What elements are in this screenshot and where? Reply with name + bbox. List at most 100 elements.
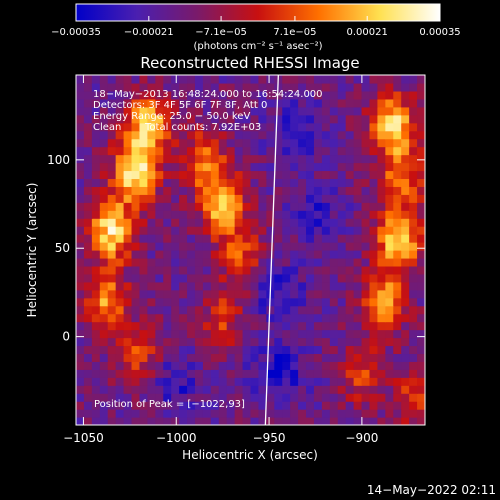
heatmap-pixel xyxy=(361,106,371,116)
heatmap-pixel xyxy=(313,313,323,323)
heatmap-pixel xyxy=(369,321,379,331)
heatmap-pixel xyxy=(409,170,418,180)
heatmap-pixel xyxy=(369,186,379,195)
heatmap-pixel xyxy=(226,122,236,132)
heatmap-pixel xyxy=(115,186,125,195)
heatmap-pixel xyxy=(226,281,236,291)
heatmap-pixel xyxy=(210,194,220,203)
heatmap-pixel xyxy=(107,226,117,235)
heatmap-pixel xyxy=(210,114,220,124)
heatmap-pixel xyxy=(250,273,260,283)
heatmap-pixel xyxy=(417,409,425,418)
heatmap-pixel xyxy=(242,202,252,211)
heatmap-pixel xyxy=(417,114,425,124)
heatmap-pixel xyxy=(115,170,125,180)
heatmap-pixel xyxy=(369,162,379,172)
heatmap-pixel xyxy=(115,98,125,108)
heatmap-pixel xyxy=(187,170,196,180)
heatmap-pixel xyxy=(274,257,283,267)
heatmap-pixel xyxy=(147,242,156,251)
heatmap-pixel xyxy=(218,297,228,307)
heatmap-pixel xyxy=(385,313,394,323)
heatmap-pixel xyxy=(179,194,188,203)
heatmap-pixel xyxy=(76,337,85,347)
heatmap-pixel xyxy=(123,329,133,339)
heatmap-pixel xyxy=(115,114,125,124)
heatmap-pixel xyxy=(91,417,101,425)
heatmap-pixel xyxy=(107,345,117,355)
heatmap-pixel xyxy=(369,361,379,370)
heatmap-pixel xyxy=(147,162,156,172)
heatmap-pixel xyxy=(187,122,196,132)
heatmap-pixel xyxy=(83,329,93,339)
heatmap-pixel xyxy=(83,257,93,267)
heatmap-pixel xyxy=(234,194,244,203)
heatmap-pixel xyxy=(282,417,291,425)
heatmap-pixel xyxy=(337,297,347,307)
heatmap-pixel xyxy=(107,202,117,211)
heatmap-pixel xyxy=(179,138,188,148)
heatmap-pixel xyxy=(83,234,93,243)
heatmap-pixel xyxy=(163,257,172,267)
heatmap-pixel xyxy=(202,234,212,243)
heatmap-pixel xyxy=(337,130,347,140)
heatmap-pixel xyxy=(290,90,299,100)
heatmap-pixel xyxy=(401,75,410,84)
heatmap-pixel xyxy=(218,202,228,211)
heatmap-pixel xyxy=(345,98,355,108)
limb-line xyxy=(264,74,279,426)
heatmap-pixel xyxy=(282,297,291,307)
heatmap-pixel xyxy=(83,313,93,323)
heatmap-pixel xyxy=(361,202,371,211)
heatmap-pixel xyxy=(417,218,425,227)
colorbar-tick-label: −0.00021 xyxy=(124,27,174,38)
heatmap-pixel xyxy=(369,377,379,386)
y-tick-label: 50 xyxy=(55,241,70,255)
heatmap-pixel xyxy=(91,226,101,235)
heatmap-pixel xyxy=(298,417,307,425)
heatmap-pixel xyxy=(385,122,394,132)
heatmap-pixel xyxy=(329,234,339,243)
heatmap-pixel xyxy=(139,210,148,219)
heatmap-pixel xyxy=(234,186,244,195)
heatmap-pixel xyxy=(76,210,85,219)
heatmap-pixel xyxy=(171,289,180,299)
heatmap-pixel xyxy=(329,409,339,418)
heatmap-pixel xyxy=(361,377,371,386)
heatmap-pixel xyxy=(361,130,371,140)
heatmap-pixel xyxy=(115,297,125,307)
heatmap-pixel xyxy=(306,90,315,100)
heatmap-pixel xyxy=(147,106,156,116)
peak-position-label: Position of Peak = [−1022,93] xyxy=(94,399,245,410)
heatmap-pixel xyxy=(202,313,212,323)
heatmap-pixel xyxy=(123,90,133,100)
heatmap-pixel xyxy=(266,154,275,164)
heatmap-pixel xyxy=(234,82,244,92)
heatmap-pixel xyxy=(163,345,172,355)
heatmap-pixel xyxy=(234,409,244,418)
heatmap-pixel xyxy=(123,297,133,307)
heatmap-pixel xyxy=(115,329,125,339)
heatmap-pixel xyxy=(361,226,371,235)
heatmap-pixel xyxy=(361,385,371,394)
heatmap-pixel xyxy=(202,345,212,355)
heatmap-pixel xyxy=(147,226,156,235)
heatmap-pixel xyxy=(131,210,141,219)
heatmap-pixel xyxy=(210,170,220,180)
heatmap-pixel xyxy=(266,226,275,235)
heatmap-pixel xyxy=(274,289,283,299)
heatmap-pixel xyxy=(377,297,386,307)
heatmap-pixel xyxy=(131,385,141,394)
heatmap-pixel xyxy=(242,154,252,164)
heatmap-pixel xyxy=(401,250,410,259)
heatmap-pixel xyxy=(274,114,283,124)
heatmap-pixel xyxy=(107,377,117,386)
heatmap-pixel xyxy=(91,194,101,203)
heatmap-pixel xyxy=(210,281,220,291)
heatmap-pixel xyxy=(353,194,363,203)
heatmap-pixel xyxy=(417,417,425,425)
heatmap-pixel xyxy=(361,234,371,243)
heatmap-pixel xyxy=(250,329,260,339)
heatmap-pixel xyxy=(76,313,85,323)
heatmap-pixel xyxy=(139,130,148,140)
